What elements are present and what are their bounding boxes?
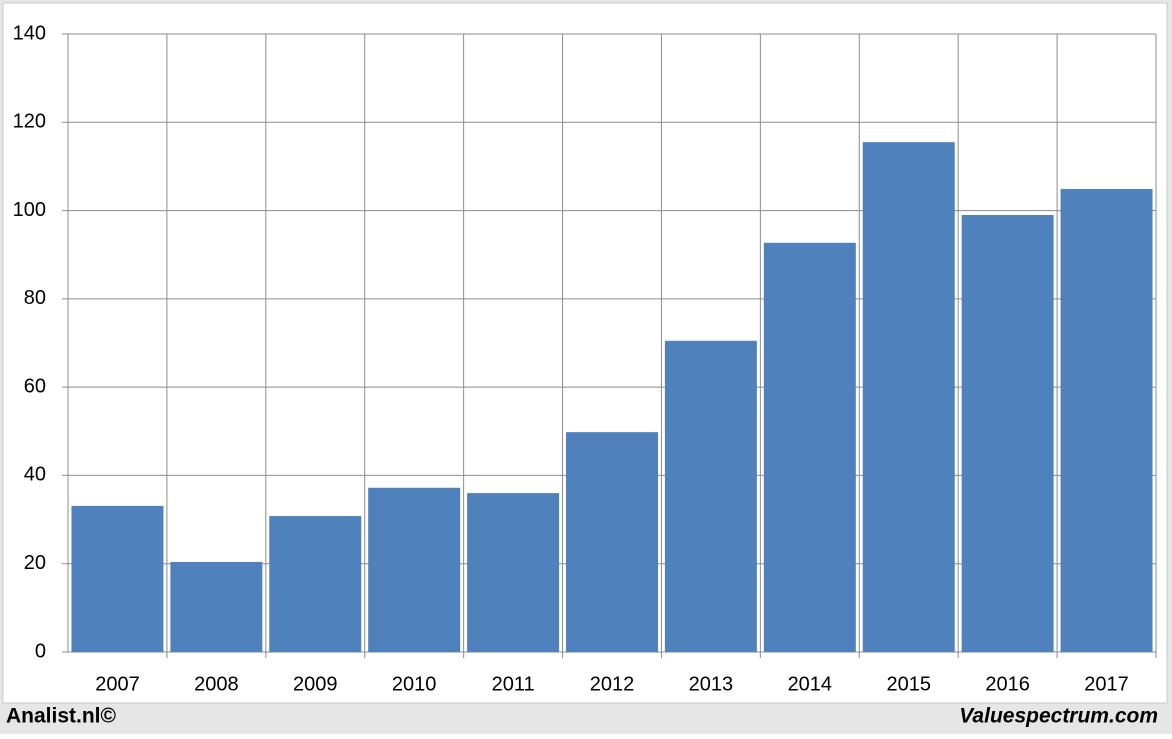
footer-right: Valuespectrum.com [959, 705, 1158, 728]
x-tick-label: 2009 [293, 673, 338, 695]
x-tick-label: 2011 [492, 673, 535, 695]
y-tick-label: 100 [13, 199, 46, 221]
bar [664, 340, 757, 652]
bar [1060, 188, 1153, 653]
x-tick-label: 2016 [985, 673, 1030, 695]
bar [862, 142, 955, 652]
bar [368, 487, 461, 652]
x-tick-label: 2012 [590, 673, 635, 695]
y-tick-label: 40 [24, 464, 46, 486]
bar [467, 493, 560, 652]
y-tick-label: 20 [24, 552, 46, 574]
bar [71, 505, 164, 652]
footer-left: Analist.nl© [6, 705, 117, 728]
y-tick-label: 80 [24, 287, 46, 309]
x-tick-label: 2007 [95, 673, 140, 695]
x-tick-label: 2008 [194, 673, 239, 695]
x-tick-label: 2017 [1084, 673, 1129, 695]
y-tick-label: 140 [13, 22, 46, 44]
bar [170, 561, 263, 652]
bar [961, 214, 1054, 652]
bar [763, 242, 856, 652]
y-tick-label: 120 [13, 111, 46, 133]
y-tick-label: 0 [35, 640, 46, 662]
y-tick-label: 60 [24, 375, 46, 397]
bar [566, 432, 658, 652]
x-tick-label: 2015 [886, 673, 931, 695]
x-tick-label: 2010 [392, 673, 437, 695]
x-tick-label: 2014 [788, 673, 833, 695]
bar [269, 516, 362, 652]
x-tick-label: 2013 [689, 673, 734, 695]
